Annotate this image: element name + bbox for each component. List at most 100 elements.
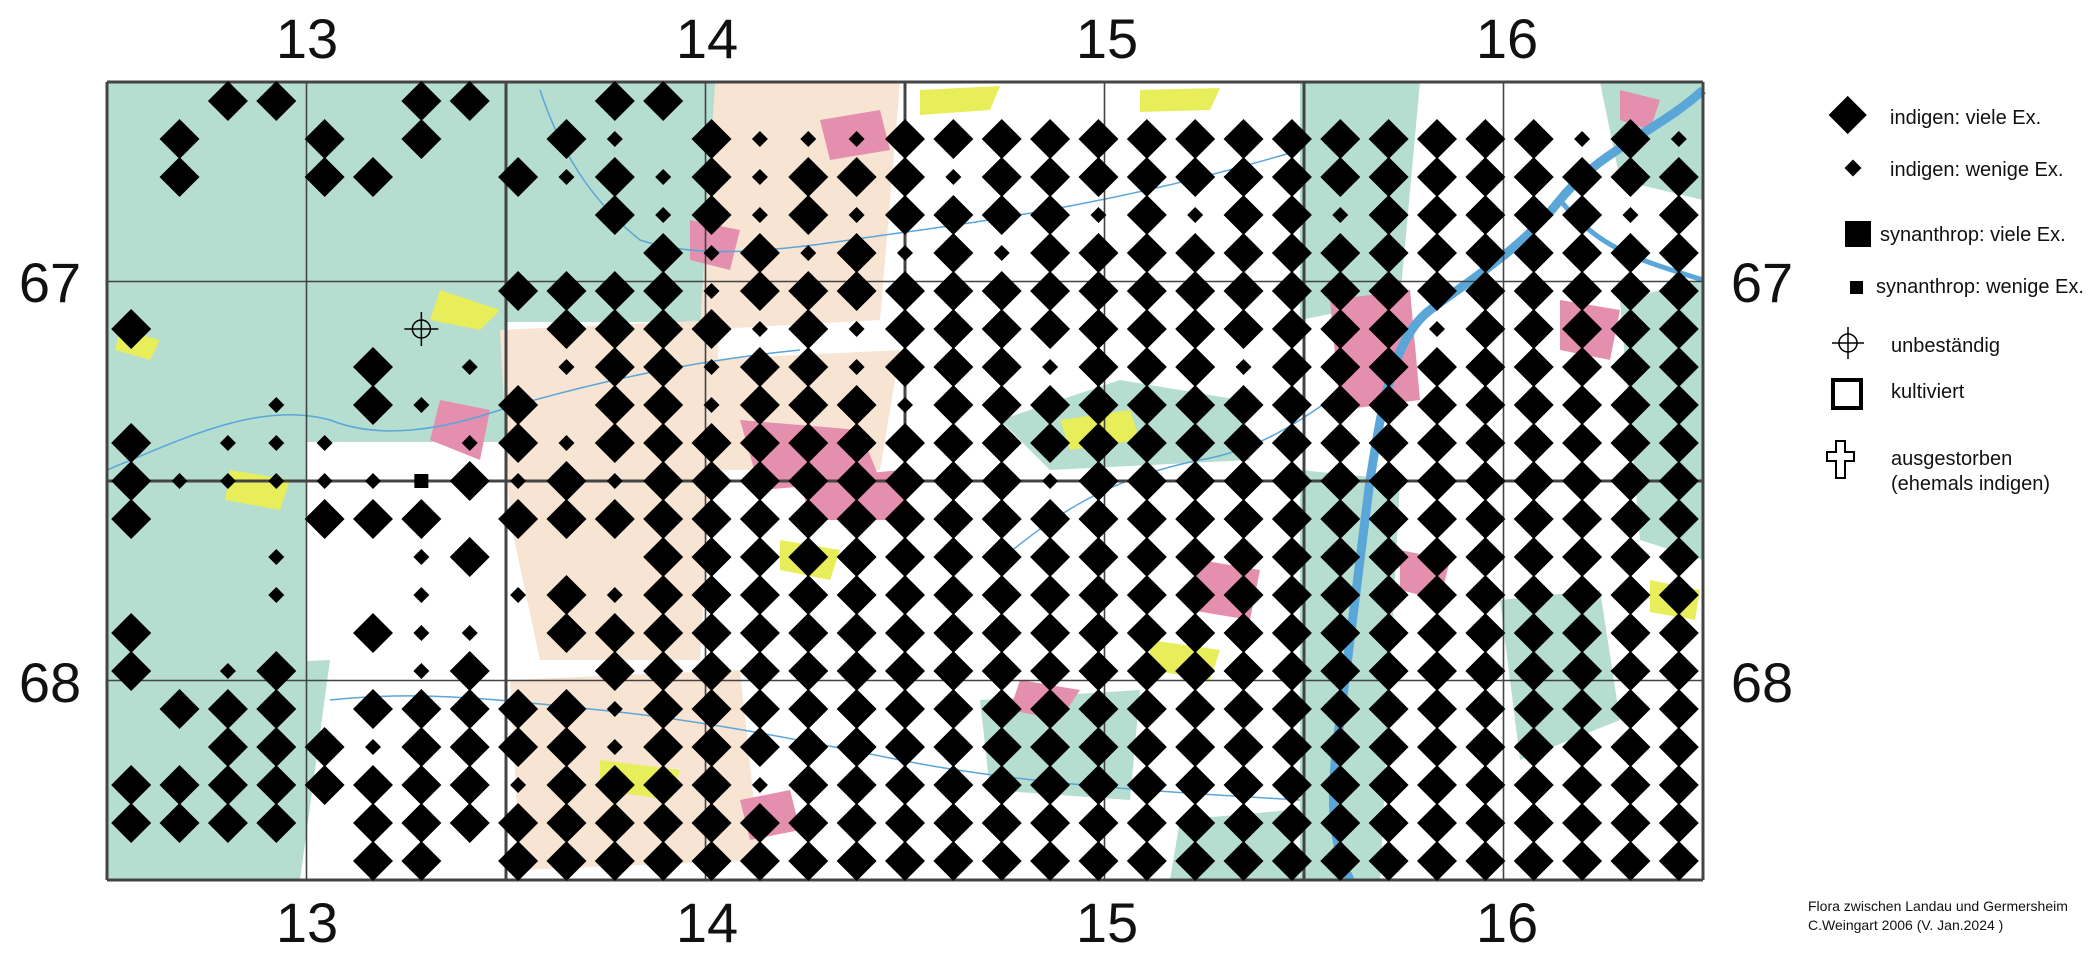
indigen-viele-marker [1223, 765, 1264, 805]
indigen-viele-marker [933, 309, 974, 349]
indigen-viele-marker [159, 689, 200, 729]
indigen-viele-marker [643, 499, 684, 539]
indigen-viele-marker [643, 385, 684, 425]
indigen-viele-marker [1610, 271, 1651, 311]
indigen-wenige-marker [655, 207, 672, 223]
indigen-viele-marker [836, 727, 877, 767]
indigen-viele-marker [111, 309, 152, 349]
unbestaendig-marker [404, 312, 439, 346]
indigen-viele-marker [739, 841, 780, 881]
indigen-viele-marker [981, 575, 1022, 615]
indigen-viele-marker [1610, 651, 1651, 691]
legend: indigen: viele Ex. indigen: wenige Ex. s… [1826, 95, 2084, 495]
indigen-wenige-marker [848, 321, 865, 337]
indigen-viele-marker [981, 309, 1022, 349]
indigen-viele-marker [1271, 423, 1312, 463]
indigen-viele-marker [304, 157, 345, 197]
indigen-viele-marker [691, 575, 732, 615]
indigen-viele-marker [1658, 651, 1699, 691]
indigen-wenige-marker [848, 207, 865, 223]
indigen-viele-marker [1030, 233, 1071, 273]
indigen-wenige-marker [268, 549, 285, 565]
indigen-viele-marker [788, 575, 829, 615]
indigen-viele-marker [643, 423, 684, 463]
indigen-viele-marker [836, 765, 877, 805]
indigen-wenige-marker [606, 131, 623, 147]
indigen-viele-marker [1271, 537, 1312, 577]
indigen-viele-marker [788, 765, 829, 805]
indigen-viele-marker [1126, 575, 1167, 615]
indigen-viele-marker [1368, 309, 1409, 349]
indigen-viele-marker [1030, 613, 1071, 653]
indigen-wenige-marker [510, 587, 527, 603]
indigen-viele-marker [933, 119, 974, 159]
indigen-wenige-marker [461, 625, 478, 641]
indigen-viele-marker [1562, 195, 1603, 235]
indigen-viele-marker [449, 765, 490, 805]
indigen-viele-marker [1223, 841, 1264, 881]
indigen-wenige-marker [413, 587, 430, 603]
indigen-wenige-marker [1090, 207, 1107, 223]
indigen-viele-marker [1368, 689, 1409, 729]
indigen-viele-marker [1368, 195, 1409, 235]
indigen-viele-marker [1368, 765, 1409, 805]
indigen-viele-marker [1465, 765, 1506, 805]
indigen-viele-marker [885, 461, 925, 501]
indigen-viele-marker [1271, 803, 1312, 843]
indigen-viele-marker [1610, 309, 1651, 349]
indigen-viele-marker [885, 613, 925, 653]
indigen-viele-marker [1658, 727, 1699, 767]
indigen-viele-marker [933, 651, 974, 691]
indigen-viele-marker [933, 613, 974, 653]
indigen-viele-marker [933, 499, 974, 539]
indigen-viele-marker [1126, 803, 1167, 843]
indigen-viele-marker [1417, 347, 1457, 387]
indigen-viele-marker [643, 613, 684, 653]
legend-indigen-wenige-icon [1844, 159, 1862, 177]
indigen-wenige-marker [268, 473, 285, 489]
indigen-viele-marker [1513, 385, 1554, 425]
indigen-viele-marker [498, 499, 539, 539]
indigen-viele-marker [1223, 537, 1264, 577]
indigen-viele-marker [933, 537, 974, 577]
indigen-viele-marker [1175, 727, 1216, 767]
indigen-viele-marker [1658, 461, 1699, 501]
legend-synanthrop-wenige-icon [1850, 281, 1863, 294]
indigen-viele-marker [885, 841, 925, 881]
indigen-viele-marker [1417, 461, 1457, 501]
indigen-viele-marker [739, 575, 780, 615]
indigen-viele-marker [1175, 423, 1216, 463]
indigen-viele-marker [1465, 385, 1506, 425]
indigen-wenige-marker [606, 587, 623, 603]
indigen-viele-marker [1126, 613, 1167, 653]
indigen-viele-marker [1562, 309, 1603, 349]
indigen-viele-marker [788, 537, 829, 577]
indigen-viele-marker [1465, 537, 1506, 577]
indigen-viele-marker [739, 727, 780, 767]
indigen-viele-marker [885, 271, 925, 311]
indigen-viele-marker [1513, 119, 1554, 159]
indigen-viele-marker [353, 689, 393, 729]
indigen-viele-marker [1030, 803, 1071, 843]
indigen-viele-marker [401, 841, 442, 881]
indigen-viele-marker [981, 119, 1022, 159]
indigen-viele-marker [1610, 347, 1651, 387]
indigen-wenige-marker [219, 435, 236, 451]
indigen-viele-marker [836, 803, 877, 843]
indigen-viele-marker [981, 271, 1022, 311]
indigen-viele-marker [1417, 385, 1457, 425]
indigen-viele-marker [1175, 385, 1216, 425]
indigen-viele-marker [1175, 271, 1216, 311]
indigen-viele-marker [546, 119, 587, 159]
indigen-viele-marker [1175, 765, 1216, 805]
indigen-viele-marker [1658, 499, 1699, 539]
indigen-viele-marker [788, 309, 829, 349]
indigen-wenige-marker [413, 663, 430, 679]
indigen-viele-marker [256, 727, 297, 767]
indigen-viele-marker [933, 461, 974, 501]
indigen-viele-marker [159, 119, 200, 159]
indigen-viele-marker [1465, 689, 1506, 729]
indigen-viele-marker [739, 233, 780, 273]
indigen-viele-marker [449, 651, 490, 691]
indigen-viele-marker [1562, 347, 1603, 387]
